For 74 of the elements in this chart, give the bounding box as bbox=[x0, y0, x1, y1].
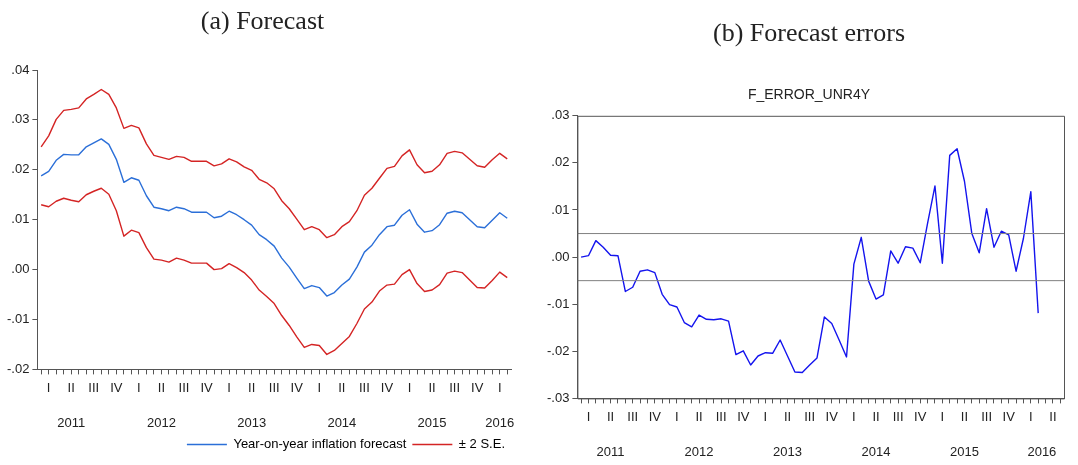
x-tick-label: II bbox=[606, 408, 615, 424]
x-tick-label: I bbox=[1029, 408, 1033, 424]
x-tick-label: III bbox=[178, 379, 190, 395]
x-tick-label: IV bbox=[110, 379, 123, 395]
y-tick-label: .02 bbox=[11, 161, 30, 177]
text: 2012 bbox=[146, 415, 176, 431]
x-tick-label: I bbox=[317, 379, 322, 395]
text: 2013 bbox=[237, 415, 267, 431]
x-tick-label: IV bbox=[914, 408, 927, 424]
text: 2011 bbox=[596, 444, 625, 460]
x-tick-label: I bbox=[497, 379, 502, 395]
x-tick-label: II bbox=[1049, 408, 1057, 424]
x-tick-label: II bbox=[248, 379, 256, 395]
x-tick-label: I bbox=[407, 379, 412, 395]
x-tick-label: I bbox=[852, 408, 856, 424]
y-tick-label: .02 bbox=[551, 154, 570, 170]
y-tick-label: -.01 bbox=[546, 295, 570, 311]
y-tick-label: .04 bbox=[11, 61, 30, 77]
x-tick-label: II bbox=[157, 379, 166, 395]
x-tick-label: I bbox=[46, 379, 51, 395]
x-tick-label: III bbox=[449, 379, 461, 395]
text: 2016 bbox=[485, 415, 515, 431]
x-tick-label: II bbox=[67, 379, 75, 395]
text: 2014 bbox=[327, 415, 357, 431]
chart-title: (b) Forecast errors bbox=[712, 18, 906, 48]
y-tick-label: .01 bbox=[551, 201, 570, 217]
x-tick-label: IV bbox=[380, 379, 394, 395]
text: 2014 bbox=[861, 444, 891, 460]
y-tick-label: -.03 bbox=[546, 389, 570, 405]
text: 2016 bbox=[1027, 444, 1057, 460]
x-tick-label: III bbox=[804, 408, 816, 424]
x-tick-label: I bbox=[940, 408, 945, 424]
x-tick-label: II bbox=[783, 408, 792, 424]
x-tick-label: IV bbox=[648, 408, 662, 424]
chart-subtitle: F_ERROR_UNR4Y bbox=[746, 86, 872, 102]
y-tick-label: .01 bbox=[11, 211, 30, 227]
chart-title: (a) Forecast bbox=[199, 6, 326, 36]
x-tick-label: III bbox=[358, 379, 370, 395]
legend-label: ± 2 S.E. bbox=[458, 436, 505, 452]
text: 2011 bbox=[57, 415, 86, 431]
y-tick-label: .00 bbox=[11, 261, 30, 277]
x-tick-label: I bbox=[675, 408, 679, 424]
x-tick-label: I bbox=[227, 379, 231, 395]
x-tick-label: I bbox=[586, 408, 591, 424]
x-tick-label: II bbox=[872, 408, 880, 424]
x-tick-label: III bbox=[627, 408, 639, 424]
legend-label: Year-on-year inflation forecast bbox=[233, 436, 407, 452]
y-tick-label: -.02 bbox=[6, 360, 30, 376]
text: 2015 bbox=[950, 444, 979, 460]
text: 2015 bbox=[417, 415, 447, 431]
y-tick-label: .03 bbox=[551, 107, 570, 123]
x-tick-label: II bbox=[960, 408, 969, 424]
x-tick-label: III bbox=[88, 379, 100, 395]
x-tick-label: III bbox=[268, 379, 280, 395]
x-tick-label: IV bbox=[471, 379, 484, 395]
y-tick-label: .03 bbox=[11, 111, 30, 127]
y-tick-label: -.01 bbox=[6, 311, 30, 327]
x-tick-label: I bbox=[763, 408, 768, 424]
x-tick-label: IV bbox=[290, 379, 304, 395]
text: 2013 bbox=[773, 444, 802, 460]
y-tick-label: .00 bbox=[551, 248, 570, 264]
x-tick-label: III bbox=[981, 408, 993, 424]
x-tick-label: IV bbox=[825, 408, 839, 424]
x-tick-label: IV bbox=[200, 379, 214, 395]
x-tick-label: IV bbox=[737, 408, 750, 424]
y-tick-label: -.02 bbox=[546, 342, 570, 358]
x-tick-label: II bbox=[428, 379, 436, 395]
x-tick-label: II bbox=[695, 408, 703, 424]
x-tick-label: IV bbox=[1002, 408, 1016, 424]
x-tick-label: II bbox=[338, 379, 346, 395]
x-tick-label: I bbox=[137, 379, 141, 395]
x-tick-label: III bbox=[892, 408, 904, 424]
text: 2012 bbox=[684, 444, 714, 460]
x-tick-label: III bbox=[715, 408, 727, 424]
